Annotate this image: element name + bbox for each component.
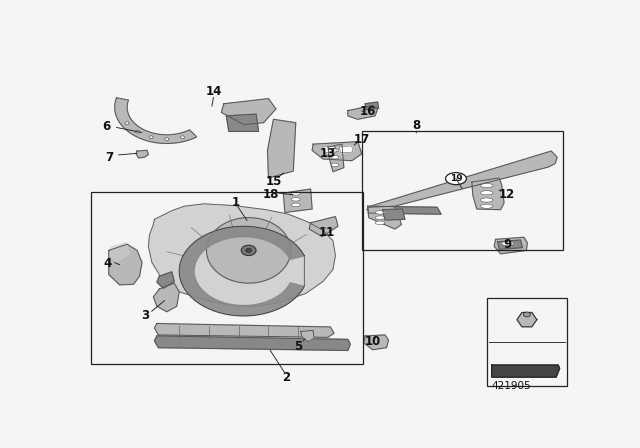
Text: 10: 10 — [365, 335, 381, 348]
Ellipse shape — [149, 136, 153, 138]
Text: 3: 3 — [141, 310, 150, 323]
Polygon shape — [154, 336, 350, 350]
Ellipse shape — [332, 155, 339, 159]
Polygon shape — [348, 106, 378, 119]
Text: 14: 14 — [205, 85, 222, 98]
Polygon shape — [383, 209, 405, 220]
Polygon shape — [284, 189, 312, 212]
Text: 15: 15 — [265, 175, 282, 188]
Text: 16: 16 — [360, 105, 376, 118]
Text: 13: 13 — [320, 146, 336, 159]
Polygon shape — [367, 206, 401, 229]
Polygon shape — [517, 312, 537, 327]
Polygon shape — [301, 331, 314, 342]
Polygon shape — [136, 151, 148, 158]
Ellipse shape — [481, 198, 493, 202]
Ellipse shape — [481, 191, 493, 195]
Polygon shape — [472, 178, 504, 210]
Text: 18: 18 — [263, 188, 279, 201]
Polygon shape — [221, 99, 276, 125]
Polygon shape — [312, 142, 362, 161]
Ellipse shape — [375, 221, 385, 224]
Polygon shape — [227, 114, 259, 131]
Polygon shape — [364, 335, 388, 350]
Ellipse shape — [501, 241, 514, 246]
Text: 6: 6 — [102, 121, 111, 134]
Polygon shape — [492, 365, 559, 377]
Ellipse shape — [165, 138, 169, 141]
Bar — [91, 192, 363, 364]
Polygon shape — [115, 98, 196, 143]
Ellipse shape — [125, 122, 129, 125]
Polygon shape — [207, 218, 291, 283]
Ellipse shape — [241, 245, 256, 255]
Ellipse shape — [524, 312, 531, 317]
Polygon shape — [494, 237, 527, 254]
Text: 2: 2 — [282, 371, 290, 384]
Text: 11: 11 — [319, 226, 335, 239]
Polygon shape — [367, 151, 557, 212]
Ellipse shape — [375, 211, 385, 214]
Polygon shape — [309, 216, 338, 237]
Polygon shape — [365, 102, 379, 110]
Ellipse shape — [180, 136, 184, 138]
Text: 8: 8 — [412, 119, 420, 132]
Ellipse shape — [445, 172, 467, 185]
Text: 1: 1 — [232, 196, 240, 209]
Polygon shape — [154, 283, 179, 312]
Ellipse shape — [291, 192, 300, 195]
Polygon shape — [109, 244, 142, 285]
Polygon shape — [110, 243, 129, 262]
Text: 4: 4 — [103, 257, 111, 270]
Text: 5: 5 — [294, 340, 302, 353]
Bar — [362, 131, 563, 250]
Bar — [486, 297, 567, 386]
Polygon shape — [328, 144, 344, 172]
Polygon shape — [268, 119, 296, 178]
Text: 421905: 421905 — [492, 381, 531, 391]
Polygon shape — [339, 146, 353, 153]
Ellipse shape — [246, 248, 252, 253]
Ellipse shape — [135, 130, 140, 133]
Polygon shape — [367, 206, 441, 214]
Ellipse shape — [375, 216, 385, 220]
Polygon shape — [323, 146, 337, 153]
Ellipse shape — [481, 184, 493, 188]
Text: 7: 7 — [106, 151, 114, 164]
Polygon shape — [154, 323, 334, 337]
Ellipse shape — [332, 149, 339, 152]
Text: 17: 17 — [354, 133, 370, 146]
Polygon shape — [498, 240, 522, 250]
Text: 9: 9 — [504, 238, 511, 251]
Polygon shape — [148, 204, 335, 306]
Polygon shape — [179, 226, 304, 316]
Ellipse shape — [291, 203, 300, 207]
Text: 12: 12 — [499, 188, 515, 201]
Ellipse shape — [481, 204, 493, 208]
Polygon shape — [157, 272, 174, 289]
Ellipse shape — [332, 163, 339, 167]
Ellipse shape — [291, 198, 300, 201]
Text: 19: 19 — [450, 174, 462, 183]
